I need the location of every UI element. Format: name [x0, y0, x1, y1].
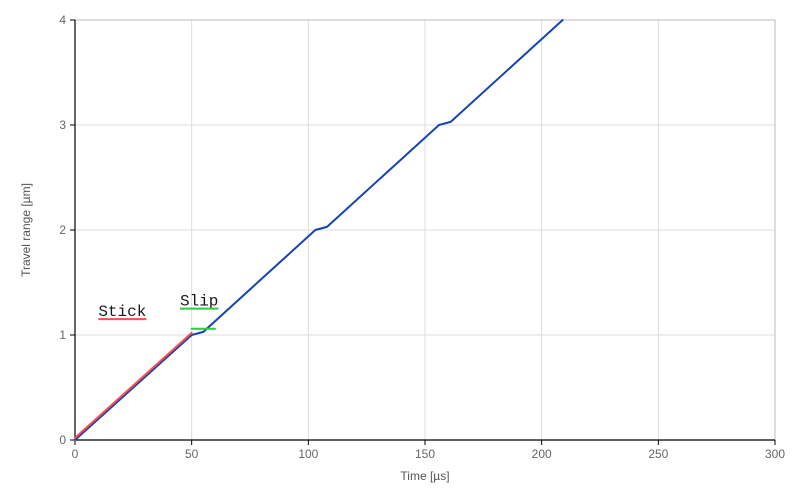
- series-stick-highlight: [75, 333, 192, 438]
- x-tick-label: 250: [648, 447, 668, 461]
- x-tick-label: 150: [415, 447, 435, 461]
- x-tick-label: 0: [72, 447, 79, 461]
- x-tick-label: 50: [185, 447, 199, 461]
- x-tick-label: 300: [765, 447, 785, 461]
- x-tick-label: 100: [298, 447, 318, 461]
- y-axis-label: Travel range [µm]: [19, 183, 33, 277]
- y-tick-label: 4: [59, 13, 66, 27]
- y-tick-label: 3: [59, 118, 66, 132]
- y-tick-label: 2: [59, 223, 66, 237]
- x-tick-label: 200: [532, 447, 552, 461]
- x-axis-label: Time [µs]: [400, 469, 449, 483]
- line-chart: 0 50 100 150 200 250 300 0 1 2 3 4 Time [µs] Travel r…: [0, 0, 800, 500]
- y-tick-label: 0: [59, 433, 66, 447]
- y-tick-label: 1: [59, 328, 66, 342]
- chart-container: 0 50 100 150 200 250 300 0 1 2 3 4 Time [µs] Travel r…: [0, 0, 800, 500]
